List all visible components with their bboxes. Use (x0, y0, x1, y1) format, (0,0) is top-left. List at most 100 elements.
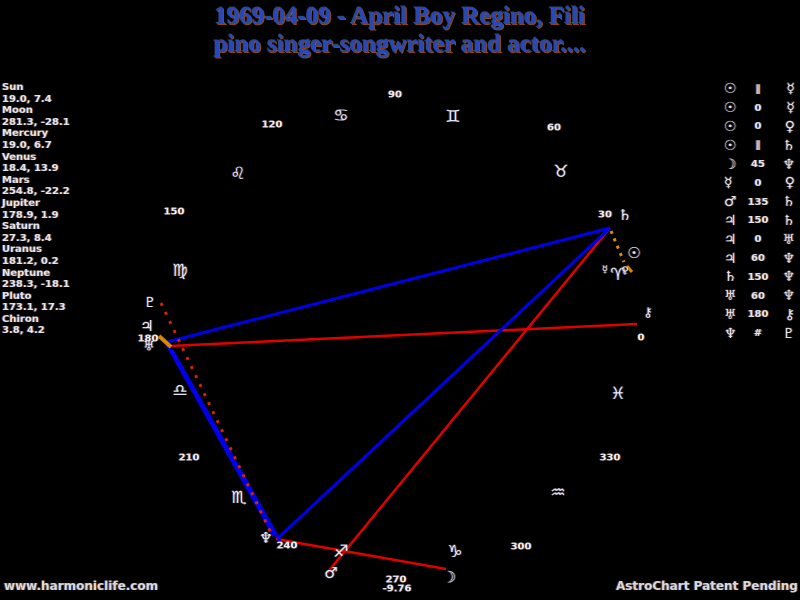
aspect-value: 150 (747, 215, 769, 227)
degree-label-180: 180 (137, 333, 159, 345)
ephemeris-values-neptune: 238.3, -18.1 (2, 279, 70, 291)
ephemeris-values-mars: 254.8, -22.2 (2, 186, 70, 198)
chart-title-line2: pino singer-songwriter and actor.... (214, 31, 586, 58)
ephemeris-name-saturn: Saturn (2, 221, 40, 233)
planet-glyph-jupiter: ♃ (140, 317, 154, 335)
aspect-value: 150 (747, 271, 769, 283)
saturn-glyph: ♄ (724, 269, 737, 286)
jupiter-glyph: ♃ (724, 212, 737, 229)
neptune-glyph: ♆ (782, 269, 795, 286)
degree-label-90: 90 (388, 89, 402, 101)
zodiac-glyph-taurus: ♉ (553, 162, 569, 182)
jupiter-glyph: ♃ (724, 231, 737, 248)
degree-label-120: 120 (261, 119, 283, 131)
zodiac-glyph-capricorn: ♑ (447, 542, 463, 562)
aspect-row-sun-mercury: ☉ ∥ ☿ (724, 80, 798, 99)
venus-glyph: ♀ (784, 118, 795, 135)
ephemeris-name-sun: Sun (2, 82, 24, 93)
aspect-line-neptune-contraparallel-pluto (159, 302, 273, 534)
ephemeris-name-chiron: Chiron (2, 313, 39, 325)
ephemeris-values-mercury: 19.0, 6.7 (2, 139, 52, 151)
neptune-glyph: ♆ (724, 325, 737, 342)
aspect-row-mars-saturn: ♂ 135 ♄ (724, 193, 798, 212)
planet-glyph-uranus: ♅ (143, 339, 155, 355)
ephemeris-name-jupiter: Jupiter (2, 197, 40, 209)
zodiac-glyph-sagittarius: ♐ (333, 542, 349, 562)
degree-label-330: 330 (599, 452, 621, 464)
ephemeris-values-pluto: 173.1, 17.3 (2, 302, 66, 314)
aspect-row-uranus-neptune: ♅ 60 ♆ (724, 287, 798, 306)
zodiac-glyph-pisces: ♓ (610, 384, 626, 404)
zodiac-glyph-cancer: ♋ (333, 106, 349, 126)
aspect-value: 60 (751, 253, 765, 265)
aspect-row-jupiter-saturn: ♃ 150 ♄ (724, 212, 798, 231)
aspect-list: ☉ ∥ ☿ ☉ 0 ☿ ☉ 0 ♀ ☉ ∥ ♄ ☽ 45 ♆ ☿ 0 ♀ ♂ 135 ♄ ♃ 150 ♄ ♃ 0 ♅ ♃ 60 ♆ ♄ 150… (724, 80, 798, 343)
aspect-row-neptune-pluto: ♆ # ♇ (724, 324, 798, 343)
aspect-row-saturn-neptune: ♄ 150 ♆ (724, 268, 798, 287)
uranus-glyph: ♅ (782, 231, 795, 248)
aspect-value: 60 (751, 290, 765, 302)
aspect-row-jupiter-neptune: ♃ 60 ♆ (724, 249, 798, 268)
ephemeris-name-mercury: Mercury (2, 128, 49, 140)
neptune-glyph: ♆ (782, 156, 795, 173)
sun-glyph: ☉ (724, 118, 737, 135)
mercury-glyph: ☿ (786, 100, 795, 117)
degree-label-60: 60 (547, 122, 561, 134)
degree-label-240: 240 (276, 540, 298, 552)
moon-glyph: ☽ (724, 156, 737, 173)
aspect-value: 135 (747, 196, 769, 208)
planet-glyph-neptune: ♆ (259, 529, 273, 547)
watermark-url: www.harmoniclife.com (4, 579, 159, 593)
chiron-glyph: ⚷ (784, 306, 795, 323)
zodiac-glyph-leo: ♌ (230, 164, 246, 184)
aspect-row-sun-saturn: ☉ ∥ ♄ (724, 136, 798, 155)
watermark-patent: AstroChart Patent Pending (616, 579, 798, 593)
planet-glyph-saturn: ♄ (618, 206, 632, 224)
planet-glyph-sun: ☉ (627, 244, 641, 262)
zodiac-glyph-gemini: ♊ (445, 107, 461, 127)
ephemeris-values-sun: 19.0, 7.4 (2, 93, 52, 105)
aspect-line-saturn-quincunx-neptune (276, 226, 612, 540)
ephemeris-name-moon: Moon (2, 105, 33, 117)
ephemeris-values-jupiter: 178.9, 1.9 (2, 209, 59, 221)
saturn-glyph: ♄ (782, 212, 795, 229)
aspect-value: # (753, 328, 763, 340)
sun-glyph: ☉ (724, 100, 737, 117)
zodiac-glyph-aquarius: ♒ (550, 483, 566, 503)
jupiter-glyph: ♃ (724, 250, 737, 267)
aspect-value: ∥ (755, 83, 761, 95)
aspect-value: ∥ (755, 140, 761, 152)
planet-glyph-moon: ☽ (441, 567, 457, 587)
aspect-row-moon-neptune: ☽ 45 ♆ (724, 155, 798, 174)
zodiac-glyph-scorpio: ♏ (231, 488, 247, 508)
venus-glyph: ♀ (784, 175, 795, 192)
zodiac-glyph-libra: ♎ (172, 381, 188, 401)
mars-glyph: ♂ (724, 194, 737, 211)
chart-title-line1: 1969-04-09 - April Boy Regino, Fili (214, 3, 586, 30)
ephemeris-name-neptune: Neptune (2, 267, 51, 279)
degree-label-300: 300 (510, 541, 532, 553)
aspect-value: 0 (754, 234, 762, 246)
uranus-glyph: ♅ (724, 288, 737, 305)
mercury-glyph: ☿ (724, 175, 733, 192)
saturn-glyph: ♄ (782, 194, 795, 211)
zodiac-glyph-virgo: ♍ (172, 261, 188, 281)
aspect-value: 45 (751, 159, 765, 171)
aspect-line-uranus-opposition-chiron (169, 322, 638, 348)
aspect-row-sun-mercury: ☉ 0 ☿ (724, 99, 798, 118)
aspect-line-sun-conjunct-venus-mercury (625, 265, 634, 273)
aspect-value: 0 (754, 121, 762, 133)
ephemeris-name-uranus: Uranus (2, 244, 42, 256)
aspect-line-uranus-sextile-neptune (170, 349, 282, 542)
aspect-line-moon-semisquare-neptune (275, 537, 447, 571)
planet-glyph-mars: ♂ (324, 564, 338, 582)
degree-label-150: 150 (163, 206, 185, 218)
aspect-row-sun-venus: ☉ 0 ♀ (724, 118, 798, 137)
ephemeris-list: Sun 19.0, 7.4 Moon 281.3, -28.1 Mercury 19.0,… (2, 82, 122, 337)
saturn-glyph: ♄ (782, 137, 795, 154)
aspect-line-jupiter-sextile-neptune (163, 340, 276, 537)
planet-glyph-venus: ♀ (621, 265, 629, 277)
aspect-value: 0 (754, 102, 762, 114)
